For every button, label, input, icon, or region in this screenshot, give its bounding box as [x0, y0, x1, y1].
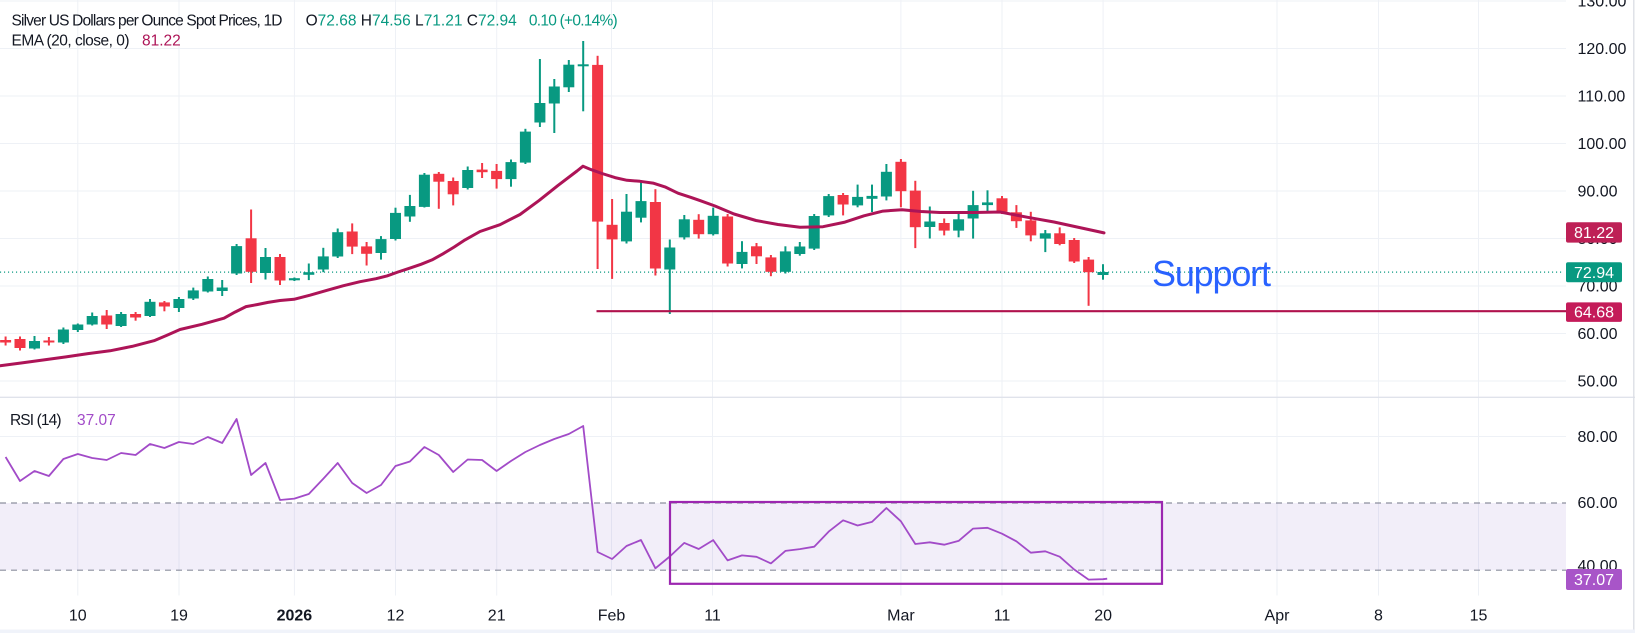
- svg-text:0.10 (+0.14%): 0.10 (+0.14%): [529, 12, 618, 29]
- svg-text:Feb: Feb: [598, 608, 626, 625]
- svg-text:19: 19: [170, 608, 188, 625]
- svg-text:60.00: 60.00: [1578, 495, 1618, 512]
- svg-text:120.00: 120.00: [1578, 41, 1627, 58]
- svg-text:60.00: 60.00: [1578, 326, 1618, 343]
- svg-text:Silver US Dollars per Ounce Sp: Silver US Dollars per Ounce Spot Prices,…: [12, 12, 283, 29]
- svg-text:Support: Support: [1152, 253, 1271, 294]
- svg-text:RSI (14): RSI (14): [10, 412, 62, 429]
- svg-text:50.00: 50.00: [1578, 374, 1618, 391]
- svg-text:81.22: 81.22: [1574, 225, 1614, 242]
- svg-text:10: 10: [69, 608, 87, 625]
- svg-text:70.00: 70.00: [1578, 279, 1618, 296]
- svg-text:37.07: 37.07: [1574, 572, 1614, 589]
- svg-text:12: 12: [387, 608, 405, 625]
- svg-text:Apr: Apr: [1265, 608, 1291, 625]
- svg-text:81.22: 81.22: [142, 33, 181, 50]
- svg-text:100.00: 100.00: [1578, 136, 1627, 153]
- svg-text:64.68: 64.68: [1574, 305, 1614, 322]
- svg-text:72.94: 72.94: [1574, 265, 1614, 282]
- svg-text:11: 11: [994, 608, 1011, 625]
- svg-text:O72.68 H74.56 L71.21 C72.94: O72.68 H74.56 L71.21 C72.94: [306, 12, 518, 29]
- svg-text:110.00: 110.00: [1578, 89, 1626, 106]
- svg-text:90.00: 90.00: [1578, 184, 1618, 201]
- svg-text:37.07: 37.07: [77, 412, 116, 429]
- svg-text:8: 8: [1374, 608, 1383, 625]
- svg-text:20: 20: [1094, 608, 1112, 625]
- svg-text:11: 11: [704, 608, 721, 625]
- svg-text:21: 21: [488, 608, 506, 625]
- svg-text:EMA (20, close, 0): EMA (20, close, 0): [12, 33, 130, 50]
- svg-text:2026: 2026: [277, 608, 313, 625]
- svg-text:130.00: 130.00: [1578, 0, 1627, 11]
- svg-text:Mar: Mar: [887, 608, 915, 625]
- svg-text:15: 15: [1470, 608, 1488, 625]
- svg-text:80.00: 80.00: [1578, 429, 1618, 446]
